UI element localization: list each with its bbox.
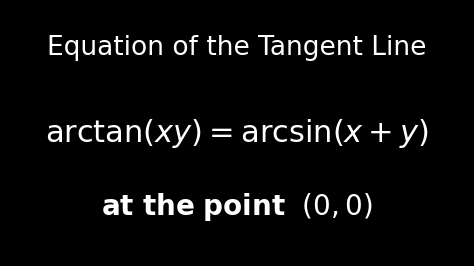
Text: $\mathbf{at\ the\ point}$  $(0,0)$: $\mathbf{at\ the\ point}$ $(0,0)$ — [101, 192, 373, 223]
Text: Equation of the Tangent Line: Equation of the Tangent Line — [47, 35, 427, 61]
Text: $\arctan(xy) = \arcsin(x + y)$: $\arctan(xy) = \arcsin(x + y)$ — [45, 117, 429, 149]
